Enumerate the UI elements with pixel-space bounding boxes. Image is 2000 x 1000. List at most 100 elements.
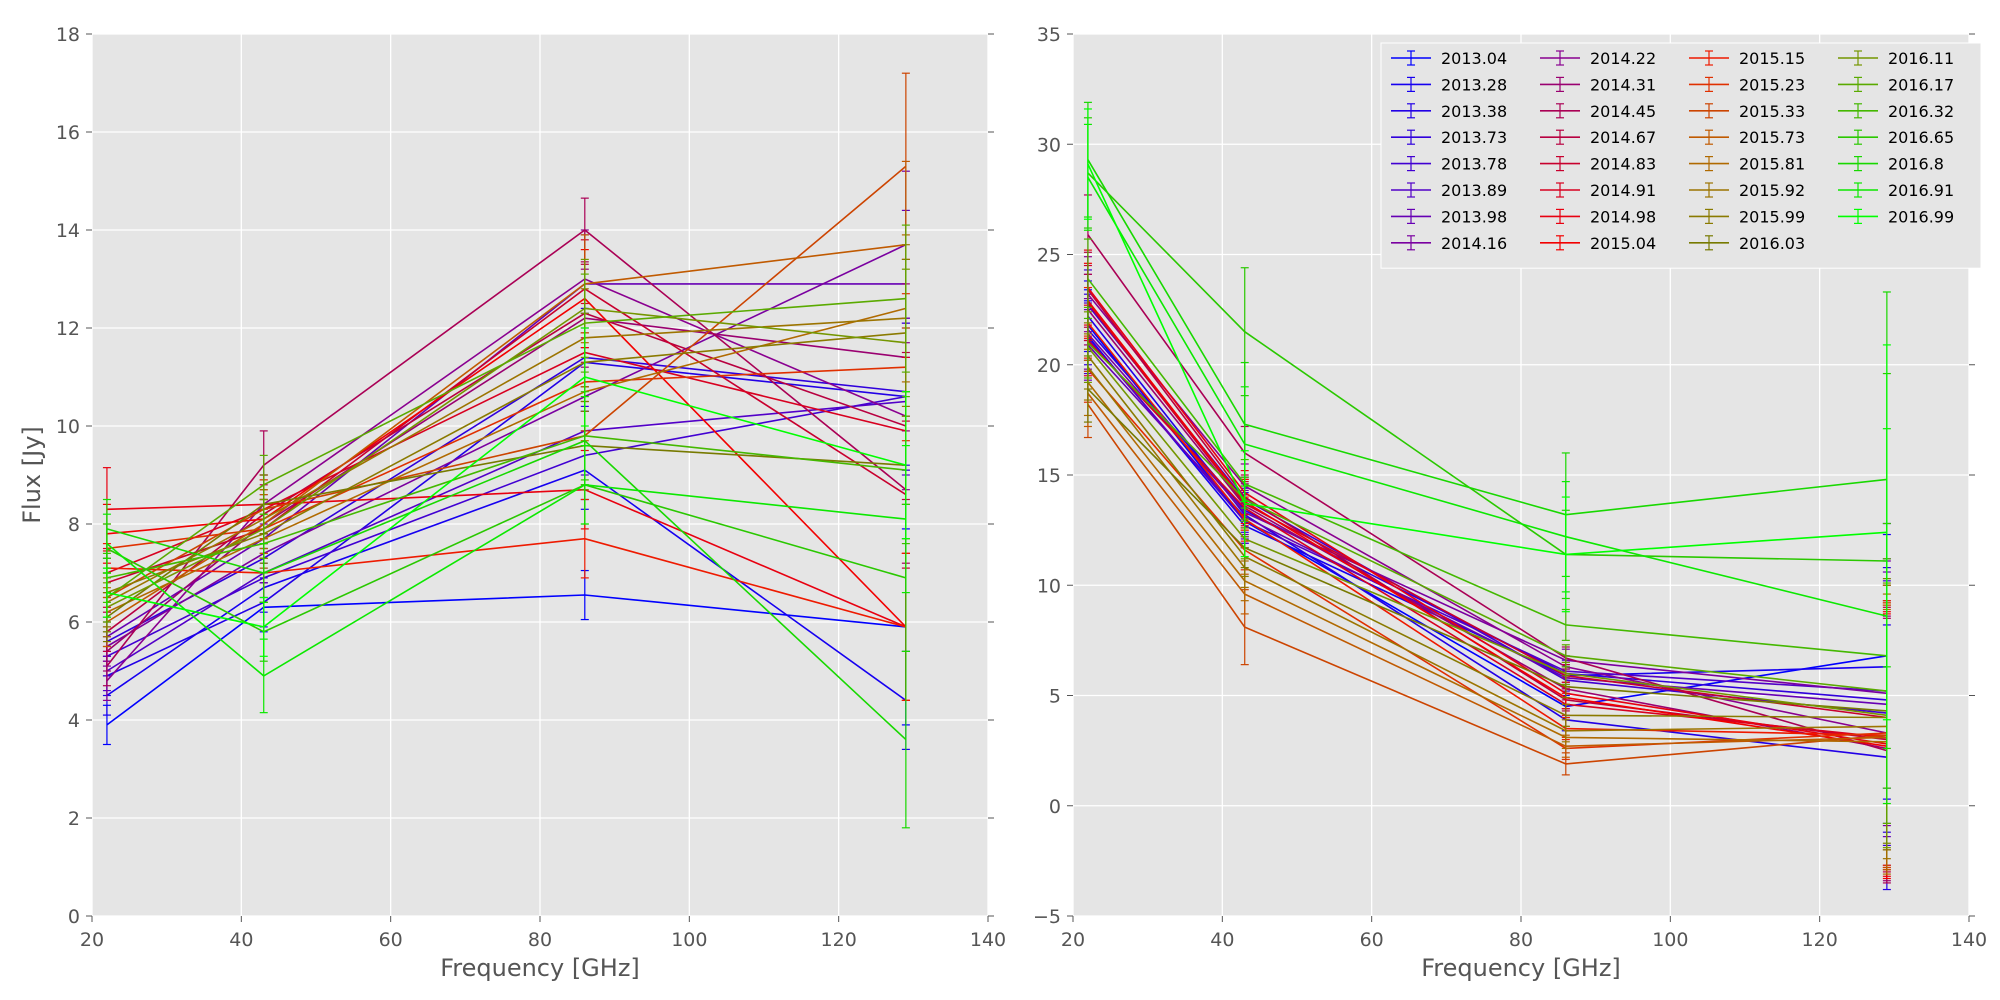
legend-entry: 2015.33 bbox=[1689, 102, 1805, 121]
legend-label: 2016.17 bbox=[1888, 75, 1954, 94]
legend: 2013.04 2013.28 2013.38 2013.73 2013.78 2013.… bbox=[1380, 42, 1982, 269]
left-y-tick-label: 12 bbox=[56, 318, 80, 340]
series-line bbox=[1087, 234, 1888, 752]
legend-entry: 2016.8 bbox=[1838, 155, 1944, 174]
legend-entry: 2015.81 bbox=[1689, 155, 1805, 174]
legend-label: 2014.98 bbox=[1590, 207, 1656, 226]
series-line bbox=[1087, 172, 1887, 562]
left-y-tick-label: 8 bbox=[68, 514, 80, 536]
legend-entry: 2016.03 bbox=[1689, 234, 1805, 253]
left-y-tick-label: 16 bbox=[56, 122, 80, 144]
error-bar bbox=[259, 596, 268, 657]
legend-entry: 2015.92 bbox=[1689, 181, 1805, 200]
error-bar bbox=[580, 327, 589, 427]
legend-label: 2014.83 bbox=[1590, 155, 1656, 174]
left-x-tick-label: 20 bbox=[80, 929, 104, 951]
legend-label: 2015.73 bbox=[1739, 128, 1805, 147]
legend-label: 2015.81 bbox=[1739, 155, 1805, 174]
legend-label: 2016.03 bbox=[1739, 234, 1805, 253]
series-line bbox=[106, 395, 907, 658]
legend-label: 2016.65 bbox=[1888, 128, 1954, 147]
legend-label: 2016.32 bbox=[1888, 102, 1954, 121]
legend-label: 2016.91 bbox=[1888, 181, 1954, 200]
series-line bbox=[106, 376, 907, 628]
series-line bbox=[106, 307, 907, 613]
error-bar bbox=[1240, 450, 1249, 558]
error-bar bbox=[901, 650, 910, 829]
legend-label: 2013.04 bbox=[1441, 49, 1507, 68]
error-bar bbox=[1561, 703, 1570, 727]
series-line bbox=[106, 297, 907, 628]
legend-entry: 2014.91 bbox=[1540, 181, 1656, 200]
series-line bbox=[106, 307, 906, 609]
legend-label: 2015.15 bbox=[1739, 49, 1805, 68]
left-y-tick-label: 4 bbox=[68, 710, 80, 732]
left-x-tick-label: 40 bbox=[229, 929, 253, 951]
right-y-tick-label: 10 bbox=[1037, 575, 1061, 597]
series-line bbox=[106, 488, 907, 628]
right-x-axis-title: Frequency [GHz] bbox=[1421, 954, 1621, 982]
left-x-tick-label: 100 bbox=[671, 929, 707, 951]
error-bar bbox=[901, 224, 910, 373]
series-line bbox=[106, 165, 907, 599]
right-x-tick-label: 120 bbox=[1802, 929, 1838, 951]
legend-label: 2013.38 bbox=[1441, 102, 1507, 121]
legend-entry: 2015.73 bbox=[1689, 128, 1805, 147]
legend-label: 2016.11 bbox=[1888, 49, 1954, 68]
left-x-tick-label: 60 bbox=[379, 929, 403, 951]
series-line bbox=[106, 469, 907, 702]
series-line bbox=[1087, 176, 1888, 617]
series-line bbox=[106, 228, 907, 667]
legend-entry: 2013.04 bbox=[1391, 49, 1507, 68]
right-y-tick-label: 5 bbox=[1049, 686, 1061, 708]
series-line bbox=[1087, 289, 1887, 741]
legend-entry: 2016.11 bbox=[1838, 49, 1954, 68]
legend-entry: 2013.38 bbox=[1391, 102, 1507, 121]
legend-entry: 2013.78 bbox=[1391, 155, 1507, 174]
right-y-tick-label: −5 bbox=[1033, 906, 1061, 928]
legend-label: 2015.92 bbox=[1739, 181, 1805, 200]
legend-label: 2013.78 bbox=[1441, 155, 1507, 174]
series-line bbox=[1087, 342, 1887, 692]
series-line bbox=[106, 594, 906, 726]
series-line bbox=[106, 434, 906, 579]
legend-entry: 2015.15 bbox=[1689, 49, 1805, 68]
legend-entry: 2015.99 bbox=[1689, 207, 1805, 226]
series-line bbox=[106, 332, 906, 594]
legend-entry: 2014.98 bbox=[1540, 207, 1656, 226]
error-bar bbox=[1083, 108, 1092, 220]
series-line bbox=[1087, 381, 1887, 743]
right-x-tick-label: 40 bbox=[1210, 929, 1234, 951]
series-line bbox=[106, 361, 906, 677]
legend-box bbox=[1380, 42, 1982, 269]
left-y-tick-label: 0 bbox=[68, 906, 80, 928]
series-line bbox=[106, 537, 907, 628]
left-y-tick-label: 18 bbox=[56, 24, 80, 46]
right-y-tick-label: 30 bbox=[1037, 134, 1061, 156]
right-chart-panel: 20 40 60 80 100 120 140 −5 0 5 10 15 20 25 30 35 Frequen… bbox=[1033, 24, 1987, 982]
series-line bbox=[1087, 278, 1887, 657]
left-y-tick-label: 14 bbox=[56, 220, 80, 242]
left-y-tick-label: 10 bbox=[56, 416, 80, 438]
legend-entry: 2014.83 bbox=[1540, 155, 1656, 174]
error-bar bbox=[102, 567, 111, 618]
right-y-tick-label: 0 bbox=[1049, 796, 1061, 818]
error-bar bbox=[1561, 496, 1570, 613]
legend-entry: 2016.91 bbox=[1838, 181, 1954, 200]
legend-entry: 2014.22 bbox=[1540, 49, 1656, 68]
error-bar bbox=[1561, 644, 1570, 668]
legend-label: 2014.16 bbox=[1441, 234, 1507, 253]
right-series-2016.99 bbox=[1083, 108, 1891, 721]
legend-entry: 2016.17 bbox=[1838, 75, 1954, 94]
right-y-tick-label: 20 bbox=[1037, 355, 1061, 377]
legend-label: 2015.99 bbox=[1739, 207, 1805, 226]
legend-label: 2015.04 bbox=[1590, 234, 1656, 253]
series-line bbox=[1087, 159, 1887, 516]
legend-entry: 2014.31 bbox=[1540, 75, 1656, 94]
series-line bbox=[1087, 302, 1888, 719]
left-x-axis-title: Frequency [GHz] bbox=[440, 954, 640, 982]
series-line bbox=[1087, 355, 1887, 719]
legend-label: 2016.8 bbox=[1888, 155, 1944, 174]
legend-label: 2015.33 bbox=[1739, 102, 1805, 121]
legend-entry: 2013.98 bbox=[1391, 207, 1507, 226]
